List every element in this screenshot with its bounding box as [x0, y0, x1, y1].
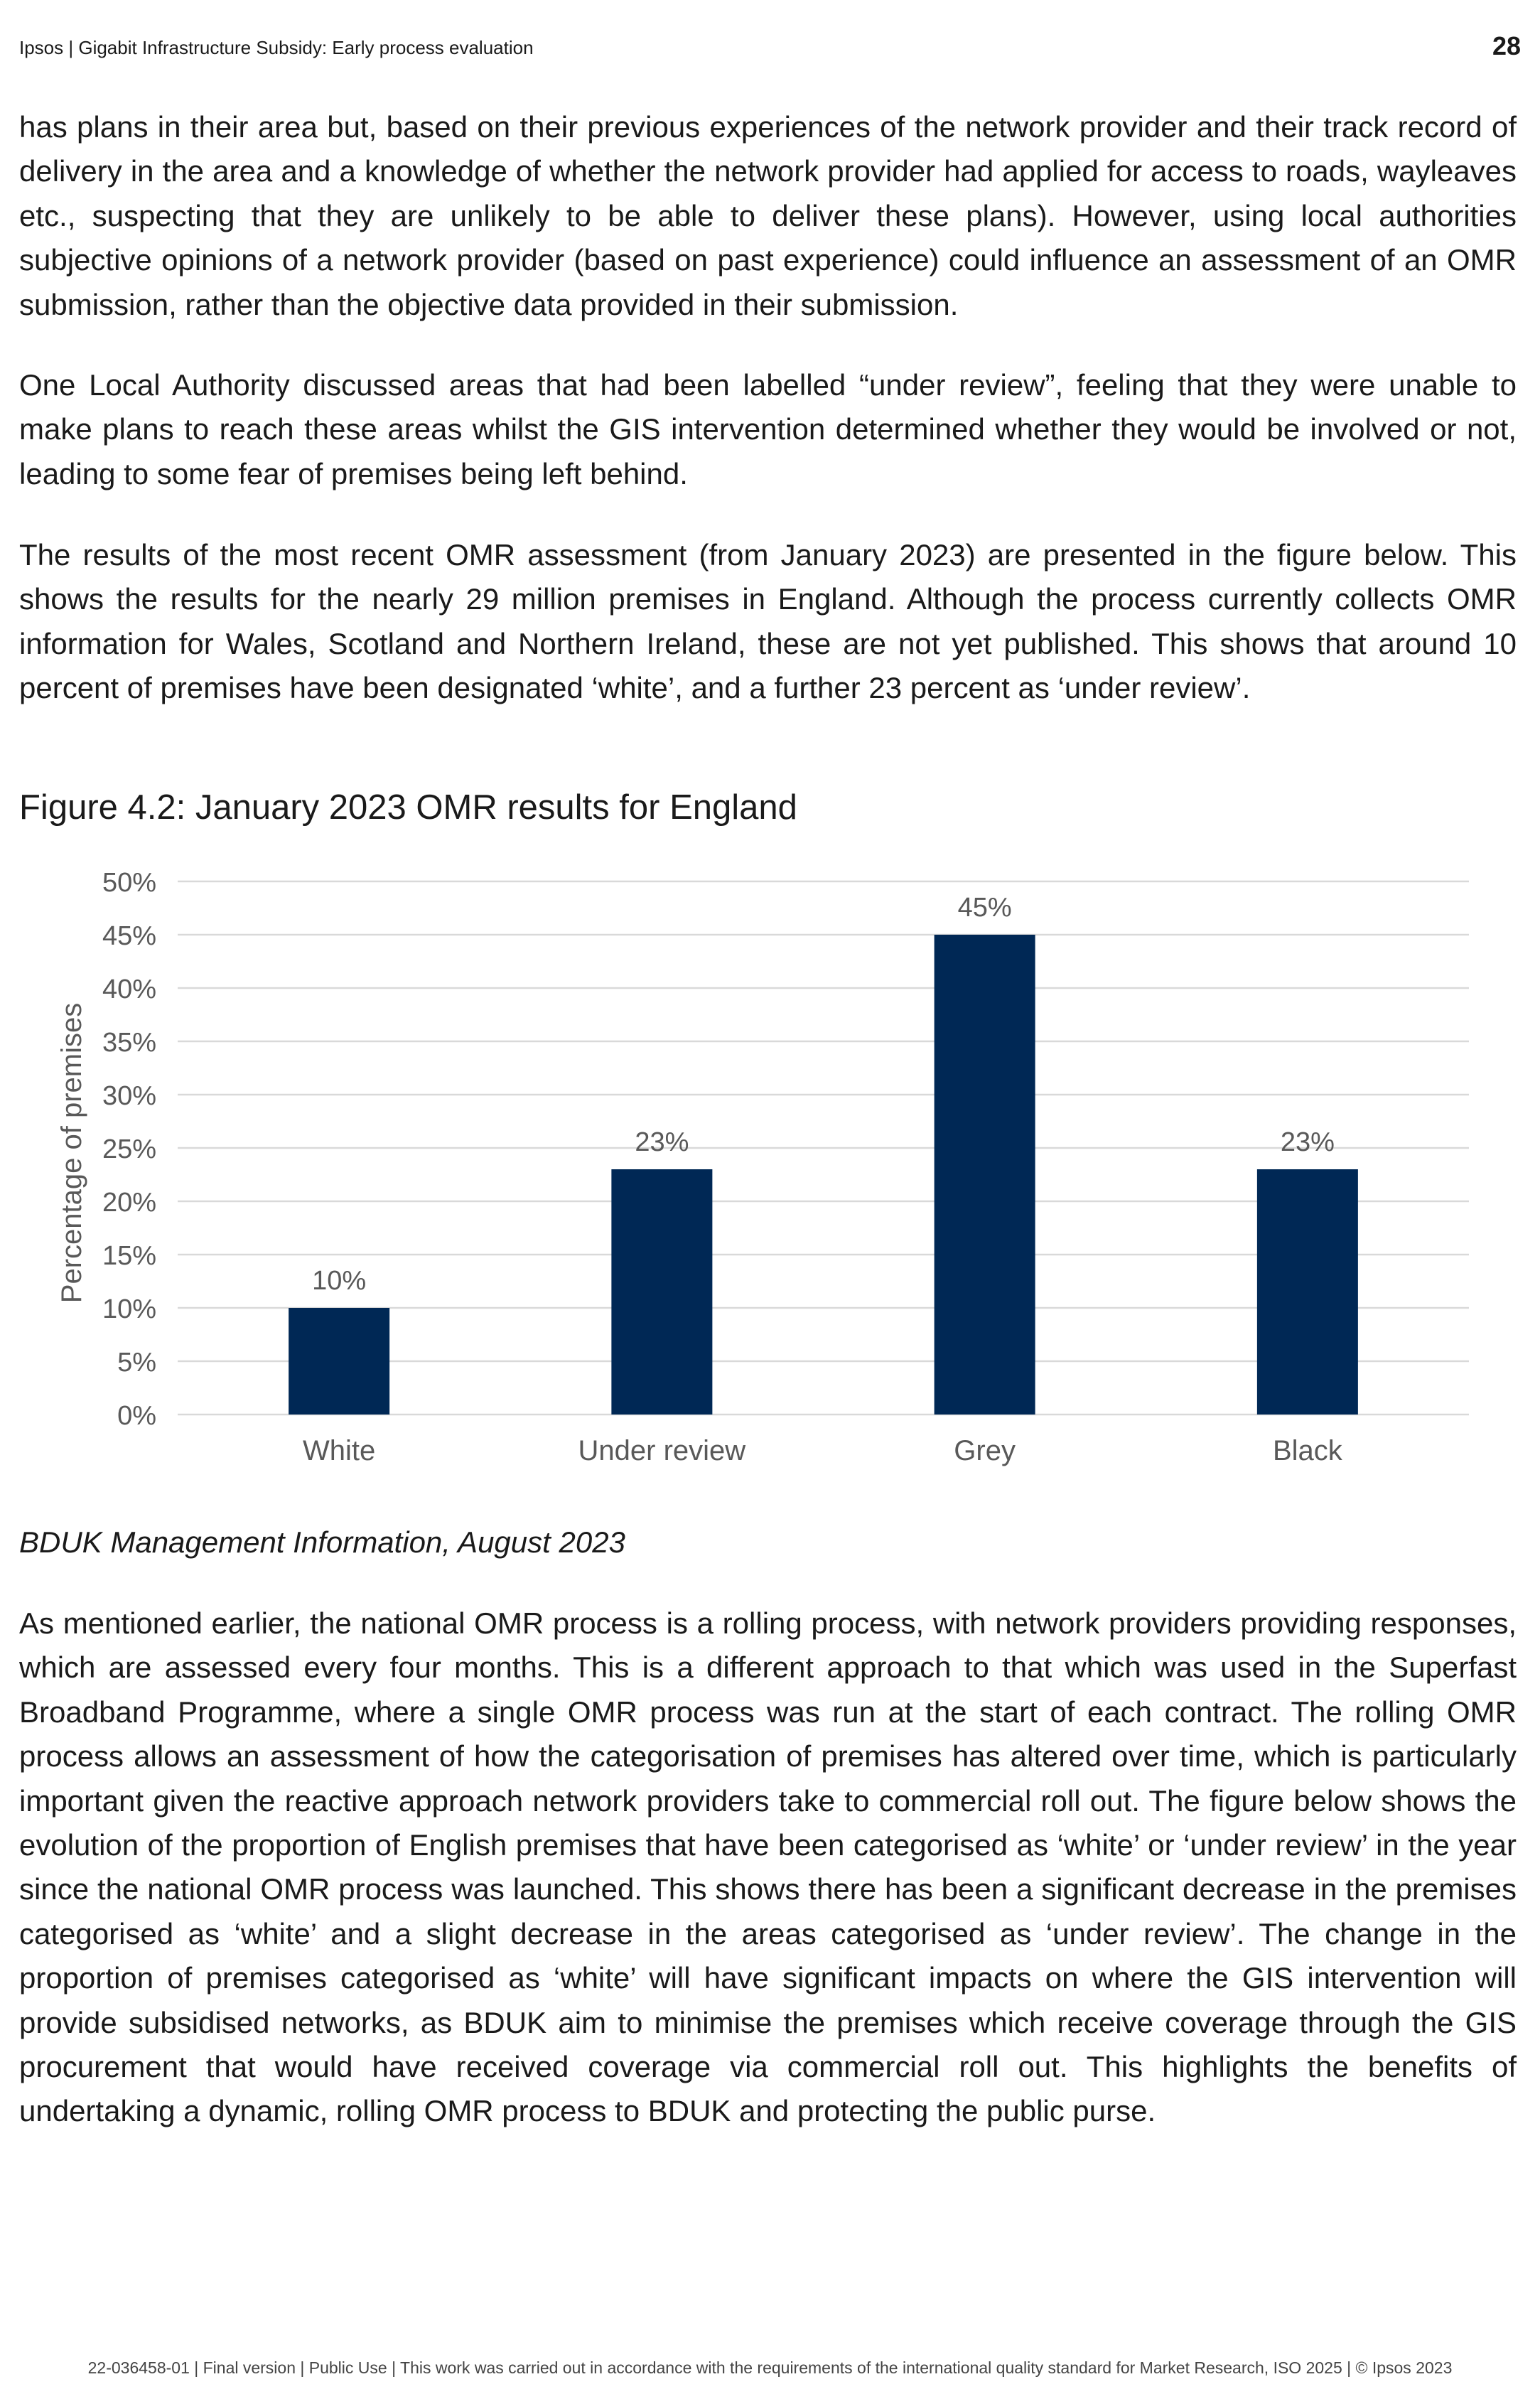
data-label: 10%: [312, 1266, 366, 1296]
header-title: Ipsos | Gigabit Infrastructure Subsidy: …: [19, 37, 534, 58]
body-paragraph-1: has plans in their area but, based on th…: [19, 110, 1517, 321]
x-tick-label: Black: [1273, 1435, 1343, 1466]
y-tick-label: 30%: [102, 1081, 156, 1111]
chart-gridlines: [178, 880, 1469, 1416]
y-tick-label: 5%: [117, 1348, 156, 1378]
data-label: 23%: [1281, 1127, 1335, 1157]
y-tick-label: 50%: [102, 868, 156, 898]
data-label: 23%: [635, 1127, 689, 1157]
y-tick-label: 0%: [117, 1401, 156, 1431]
y-tick-label: 15%: [102, 1241, 156, 1271]
body-paragraph-3: The results of the most recent OMR asses…: [19, 538, 1517, 705]
x-tick-label: Under review: [578, 1435, 746, 1466]
bar-white: [289, 1308, 390, 1415]
x-tick-label: Grey: [954, 1435, 1016, 1466]
y-tick-label: 20%: [102, 1188, 156, 1218]
chart-bars: 10% 23% 45% 23%: [289, 893, 1358, 1415]
body-paragraph-4: As mentioned earlier, the national OMR p…: [19, 1606, 1517, 2128]
y-tick-label: 25%: [102, 1134, 156, 1164]
page-header: Ipsos | Gigabit Infrastructure Subsidy: …: [19, 28, 1521, 71]
bar-under-review: [611, 1169, 713, 1415]
y-tick-label: 10%: [102, 1294, 156, 1324]
x-tick-label: White: [303, 1435, 375, 1466]
bar-grey: [934, 935, 1035, 1415]
page-number: 28: [1492, 31, 1521, 60]
page-footer: 22-036458-01 | Final version | Public Us…: [87, 2358, 1453, 2377]
y-tick-label: 40%: [102, 975, 156, 1004]
chart-x-ticks: White Under review Grey Black: [303, 1435, 1343, 1466]
bar-chart: 0% 5% 10% 15% 20% 25% 30% 35% 40% 45% 50% 10% 23% 45…: [56, 868, 1469, 1466]
y-tick-label: 45%: [102, 921, 156, 951]
chart-y-ticks: 0% 5% 10% 15% 20% 25% 30% 35% 40% 45% 50%: [102, 868, 156, 1431]
figure-source: BDUK Management Information, August 2023: [19, 1525, 625, 1559]
figure-title: Figure 4.2: January 2023 OMR results for…: [19, 788, 797, 827]
y-axis-label: Percentage of premises: [56, 1003, 87, 1303]
data-label: 45%: [958, 893, 1012, 923]
body-paragraph-2: One Local Authority discussed areas that…: [19, 368, 1517, 490]
y-tick-label: 35%: [102, 1028, 156, 1058]
bar-black: [1256, 1169, 1358, 1415]
